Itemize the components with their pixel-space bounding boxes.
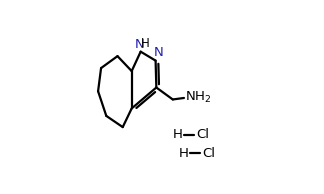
Text: NH$_2$: NH$_2$ xyxy=(185,90,211,105)
Text: H: H xyxy=(141,37,149,50)
Text: H: H xyxy=(173,128,182,141)
Text: N: N xyxy=(135,38,145,51)
Text: H: H xyxy=(179,147,189,160)
Text: Cl: Cl xyxy=(202,147,215,160)
Text: Cl: Cl xyxy=(196,128,209,141)
Text: N: N xyxy=(153,46,163,59)
